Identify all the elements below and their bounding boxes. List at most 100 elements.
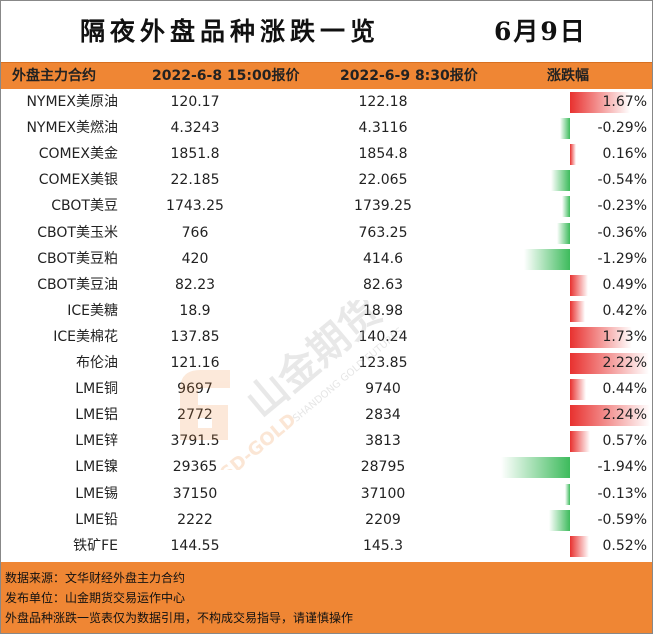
change-percent: 2.22% (602, 355, 647, 371)
change-percent: -0.13% (597, 485, 647, 502)
price-after: 37100 (360, 485, 406, 502)
price-after: 2834 (365, 407, 401, 424)
change-percent: 0.52% (602, 537, 647, 554)
table-row: LME铝 2772 2834 2.24% (0, 402, 653, 428)
price-before: 37150 (172, 485, 218, 502)
price-before: 420 (181, 250, 209, 267)
change-bar-down (550, 170, 570, 192)
table-row: COMEX美银 22.185 22.065 -0.54% (0, 167, 653, 193)
change-bar-down (500, 457, 570, 479)
change-percent: -0.54% (597, 172, 647, 189)
contract-name: ICE美棉花 (53, 328, 118, 345)
table-row: LME锡 37150 37100 -0.13% (0, 481, 653, 507)
footer-source: 数据来源：文华财经外盘主力合约 (5, 571, 186, 585)
change-percent: -0.23% (597, 198, 647, 215)
change-bar-up (570, 274, 588, 296)
footer-disclaimer: 外盘品种涨跌一览表仅为数据引用，不构成交易指导，请谨慎操作 (5, 611, 354, 625)
change-percent: -1.94% (597, 459, 647, 476)
header-change: 涨跌幅 (547, 68, 589, 84)
table-row: COMEX美金 1851.8 1854.8 0.16% (0, 141, 653, 167)
price-before: 18.9 (179, 302, 211, 319)
table-row: ICE美棉花 137.85 140.24 1.73% (0, 324, 653, 350)
change-bar-down (559, 118, 570, 140)
price-before: 1851.8 (170, 146, 220, 163)
contract-name: LME镍 (75, 459, 118, 476)
change-percent: -0.36% (597, 224, 647, 241)
change-percent: 2.24% (602, 407, 647, 424)
change-bar-up (570, 353, 650, 374)
price-after: 414.6 (362, 250, 404, 267)
change-bar-up (570, 326, 632, 348)
change-bar-up (570, 92, 630, 113)
price-before: 2222 (177, 511, 213, 528)
table-row: 铁矿FE 144.55 145.3 0.52% (0, 533, 653, 559)
price-after: 28795 (360, 459, 406, 476)
price-before: 22.185 (170, 172, 220, 189)
price-after: 145.3 (362, 537, 404, 554)
change-percent: -1.29% (597, 250, 647, 267)
table-row: CBOT美豆 1743.25 1739.25 -0.23% (0, 193, 653, 219)
price-after: 763.25 (358, 224, 408, 241)
footer: 数据来源：文华财经外盘主力合约 发布单位：山金期货交易运作中心 外盘品种涨跌一览… (0, 562, 653, 634)
price-after: 2209 (365, 511, 401, 528)
contract-name: ICE美糖 (67, 302, 118, 319)
header-price-1: 2022-6-8 15:00报价 (152, 68, 300, 84)
change-bar-up (570, 535, 589, 557)
table-row: LME镍 29365 28795 -1.94% (0, 454, 653, 480)
contract-name: LME锡 (75, 485, 118, 502)
table-row: LME铜 9697 9740 0.44% (0, 376, 653, 402)
contract-name: LME铜 (75, 381, 118, 398)
contract-name: CBOT美豆油 (37, 276, 118, 293)
change-bar-down (565, 483, 570, 505)
price-before: 3791.5 (170, 433, 220, 450)
change-bar-up (570, 431, 591, 453)
table-header: 外盘主力合约 2022-6-8 15:00报价 2022-6-9 8:30报价 … (0, 62, 653, 89)
change-percent: -0.59% (597, 511, 647, 528)
change-percent: 0.42% (602, 302, 647, 319)
change-percent: 0.49% (602, 276, 647, 293)
price-after: 3813 (365, 433, 401, 450)
contract-name: COMEX美金 (38, 146, 118, 163)
table-row: 布伦油 121.16 123.85 2.22% (0, 350, 653, 376)
price-before: 82.23 (174, 276, 216, 293)
change-bar-up (570, 144, 576, 166)
table-row: CBOT美豆粕 420 414.6 -1.29% (0, 246, 653, 272)
change-bar-down (548, 509, 570, 531)
table-row: LME锌 3791.5 3813 0.57% (0, 428, 653, 454)
contract-name: NYMEX美燃油 (26, 120, 118, 137)
price-after: 18.98 (362, 302, 404, 319)
change-bar-down (561, 196, 570, 218)
price-before: 121.16 (170, 355, 220, 371)
price-before: 4.3243 (170, 120, 220, 137)
change-percent: 0.16% (602, 146, 647, 163)
table-row: ICE美糖 18.9 18.98 0.42% (0, 298, 653, 324)
table-row: CBOT美玉米 766 763.25 -0.36% (0, 220, 653, 246)
price-before: 120.17 (170, 94, 220, 110)
contract-name: 布伦油 (76, 355, 118, 371)
change-percent: -0.29% (597, 120, 647, 137)
price-after: 1739.25 (354, 198, 412, 215)
price-before: 29365 (172, 459, 218, 476)
contract-name: 铁矿FE (73, 537, 118, 554)
table-body: NYMEX美原油 120.17 122.18 1.67% NYMEX美燃油 4.3243 4… (0, 89, 653, 559)
contract-name: CBOT美豆 (51, 198, 118, 215)
price-before: 137.85 (170, 328, 220, 345)
price-after: 140.24 (358, 328, 408, 345)
table-row: LME铅 2222 2209 -0.59% (0, 507, 653, 533)
price-after: 9740 (365, 381, 401, 398)
price-after: 123.85 (358, 355, 408, 371)
contract-name: NYMEX美原油 (26, 94, 118, 110)
contract-name: LME铅 (75, 511, 118, 528)
contract-name: CBOT美玉米 (37, 224, 118, 241)
change-bar-down (523, 248, 570, 270)
table-row: NYMEX美原油 120.17 122.18 1.67% (0, 89, 653, 115)
table-row: NYMEX美燃油 4.3243 4.3116 -0.29% (0, 115, 653, 141)
price-before: 144.55 (170, 537, 220, 554)
change-bar-up (570, 405, 650, 427)
header-price-2: 2022-6-9 8:30报价 (340, 68, 478, 84)
price-after: 22.065 (358, 172, 408, 189)
change-bar-up (570, 300, 585, 322)
contract-name: CBOT美豆粕 (37, 250, 118, 267)
change-bar-up (570, 379, 586, 401)
contract-name: COMEX美银 (38, 172, 118, 189)
